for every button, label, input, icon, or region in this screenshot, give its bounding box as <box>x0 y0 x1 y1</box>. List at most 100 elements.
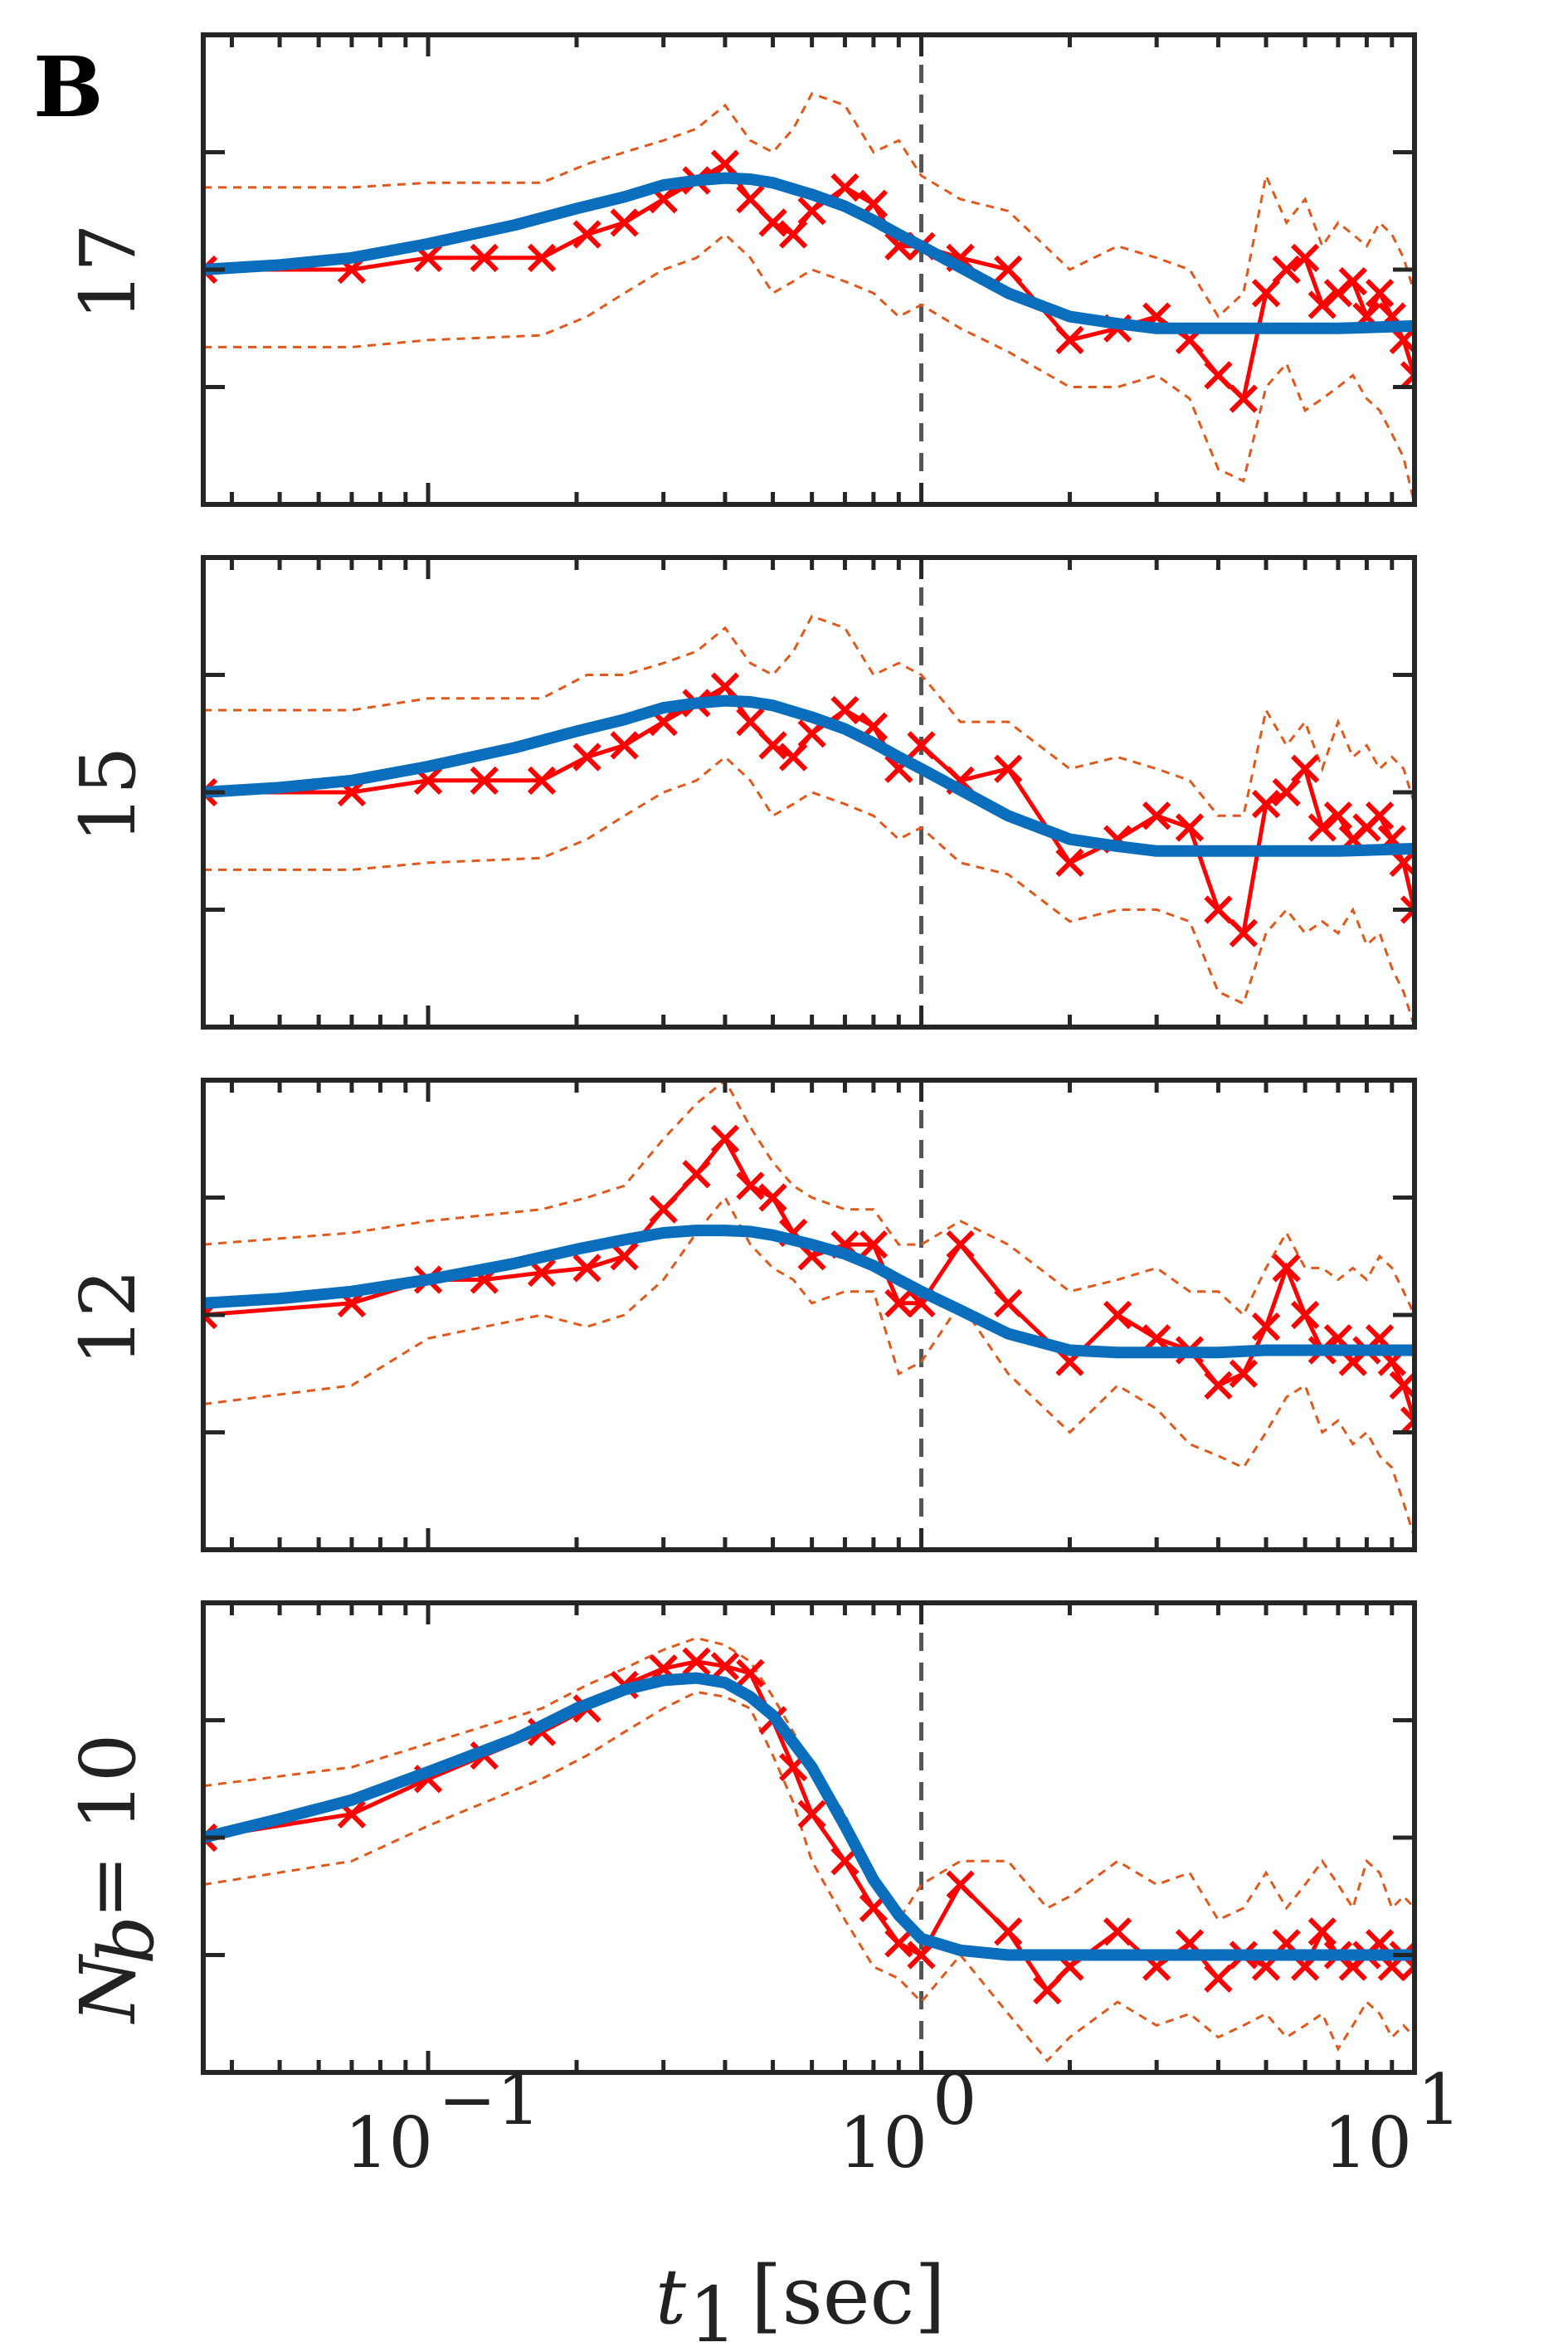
x-tick-base: 10 <box>1323 2102 1412 2184</box>
panel-2 <box>201 1078 1417 1552</box>
data-marker <box>710 672 740 701</box>
x-label-var: t <box>655 2252 687 2341</box>
data-marker <box>1290 1300 1320 1330</box>
data-marker <box>994 754 1023 783</box>
data-marker <box>1229 1359 1258 1388</box>
data-marker <box>1272 255 1301 285</box>
plot-area <box>203 1603 1415 2072</box>
data-marker <box>1272 1254 1301 1283</box>
data-marker <box>884 1288 913 1317</box>
data-marker <box>779 220 808 249</box>
data-marker <box>830 695 859 725</box>
data-marker <box>736 184 765 214</box>
panels <box>201 32 1417 2075</box>
data-marker <box>203 255 218 285</box>
series-ci-lower <box>203 1195 1415 1539</box>
series-fit <box>203 1225 1415 1359</box>
data-marker <box>470 243 499 272</box>
panel-1 <box>201 555 1417 1030</box>
data-marker <box>1290 754 1320 783</box>
data-marker <box>682 1647 711 1676</box>
x-tick-exponent: −1 <box>438 2059 541 2140</box>
row-label-nb: N b = 10 <box>64 1734 171 2024</box>
data-marker <box>1055 848 1084 878</box>
plot-area <box>203 558 1415 1027</box>
x-tick-exponent: 1 <box>1417 2059 1461 2140</box>
data-marker <box>527 243 557 272</box>
x-label-sub: 1 <box>689 2271 738 2352</box>
data-marker <box>1272 777 1301 807</box>
data-marker <box>572 220 601 249</box>
panel-label: B <box>33 38 104 136</box>
data-marker <box>994 1917 1023 1946</box>
data-marker <box>649 1195 678 1224</box>
data-marker <box>1365 801 1395 830</box>
data-marker <box>830 173 859 202</box>
axes-frame <box>201 32 1417 507</box>
axes-frame <box>201 1600 1417 2075</box>
row-label-15: 15 <box>64 746 153 843</box>
data-marker <box>1204 1371 1233 1400</box>
x-label-unit: [sec] <box>751 2249 946 2342</box>
row-label-nb-sub: b <box>82 1916 171 1965</box>
x-tick-exponent: 0 <box>933 2059 976 2140</box>
data-marker <box>1055 325 1084 355</box>
series-ci-upper <box>203 1636 1415 1922</box>
data-marker <box>1365 279 1395 308</box>
data-marker <box>1103 1300 1132 1330</box>
row-label-nb-var: N <box>64 1953 153 2024</box>
data-marker <box>1400 895 1415 924</box>
row-label-12: 12 <box>64 1269 153 1366</box>
axes-frame <box>201 1078 1417 1552</box>
data-marker <box>1251 279 1281 308</box>
data-marker <box>994 255 1023 285</box>
data-marker <box>797 1799 826 1829</box>
data-marker <box>1142 801 1171 830</box>
panel-3 <box>201 1600 1417 2075</box>
row-labels: 17 15 12 N b = 10 <box>64 223 171 2024</box>
data-marker <box>1229 918 1258 947</box>
data-marker <box>758 208 787 237</box>
series-ci-upper <box>203 1080 1415 1317</box>
data-marker <box>736 1658 765 1688</box>
data-marker <box>610 731 639 760</box>
data-marker <box>710 1124 740 1153</box>
panel-0 <box>201 32 1417 507</box>
data-marker <box>1251 1312 1281 1342</box>
data-marker <box>470 766 499 795</box>
data-marker <box>994 1288 1023 1317</box>
series-ci-lower <box>203 232 1415 504</box>
data-marker <box>736 1171 765 1200</box>
series-fit <box>203 1672 1415 1961</box>
data-marker <box>1400 1406 1415 1435</box>
data-marker <box>1251 790 1281 819</box>
series-fit <box>203 172 1415 334</box>
data-marker <box>710 1652 740 1681</box>
data-marker <box>610 1242 639 1271</box>
data-marker <box>758 731 787 760</box>
data-marker <box>1290 243 1320 272</box>
data-marker <box>736 707 765 737</box>
data-marker <box>859 1230 889 1259</box>
data-marker <box>779 743 808 772</box>
data-marker <box>572 1254 601 1283</box>
data-marker <box>1307 813 1337 842</box>
series-fit <box>203 694 1415 857</box>
series-data-line <box>203 684 1415 937</box>
plot-area <box>203 35 1415 504</box>
x-tick-base: 10 <box>839 2102 928 2184</box>
data-marker <box>1307 290 1337 319</box>
data-marker <box>203 1823 218 1853</box>
data-marker <box>203 777 218 807</box>
data-marker <box>1204 1964 1233 1993</box>
series-ci-lower <box>203 1690 1415 2063</box>
data-marker <box>572 743 601 772</box>
data-marker <box>946 1870 975 1899</box>
x-axis-label: t 1 [sec] <box>655 2249 946 2352</box>
data-marker <box>946 1230 975 1259</box>
data-marker <box>1033 1975 1062 2005</box>
axes-frame <box>201 555 1417 1030</box>
data-marker <box>710 149 740 178</box>
data-marker <box>1103 1917 1132 1946</box>
